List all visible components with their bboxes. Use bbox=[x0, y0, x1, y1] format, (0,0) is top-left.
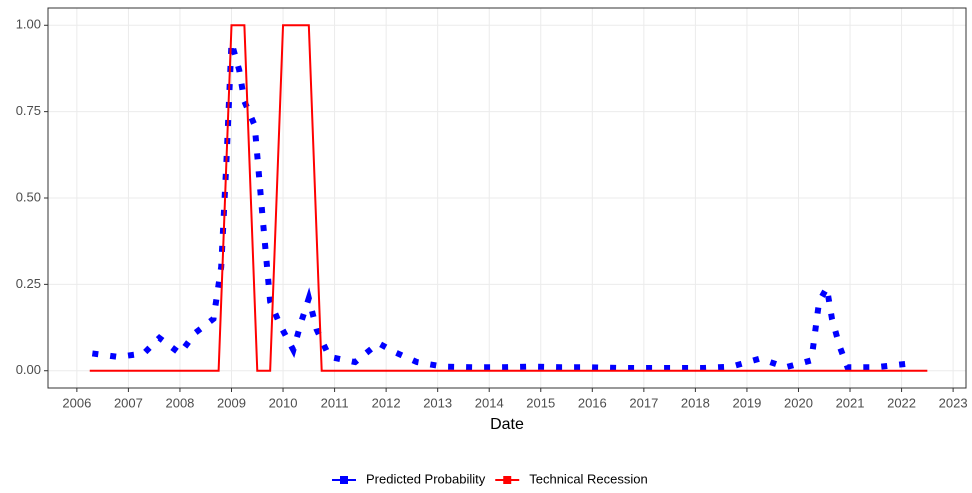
x-tick-label: 2018 bbox=[681, 395, 710, 410]
x-tick-label: 2023 bbox=[939, 395, 968, 410]
y-tick-label: 0.00 bbox=[16, 362, 41, 377]
legend-key-marker bbox=[503, 476, 512, 484]
x-tick-label: 2010 bbox=[269, 395, 298, 410]
y-tick-label: 0.25 bbox=[16, 276, 41, 291]
x-tick-label: 2016 bbox=[578, 395, 607, 410]
x-tick-label: 2021 bbox=[836, 395, 865, 410]
x-tick-label: 2020 bbox=[784, 395, 813, 410]
panel-border bbox=[47, 7, 967, 389]
series-line bbox=[89, 24, 928, 372]
x-tick-label: 2011 bbox=[321, 395, 349, 410]
x-tick-label: 2008 bbox=[165, 395, 194, 410]
x-tick-label: 2022 bbox=[887, 395, 916, 410]
x-tick-label: 2006 bbox=[62, 395, 91, 410]
legend-label: Predicted Probability bbox=[366, 471, 486, 486]
legend-key-marker bbox=[340, 476, 348, 484]
x-axis-label: Date bbox=[490, 416, 524, 433]
legend-label: Technical Recession bbox=[529, 471, 648, 486]
x-tick-label: 2019 bbox=[732, 395, 761, 410]
x-tick-label: 2007 bbox=[114, 395, 143, 410]
x-tick-label: 2017 bbox=[629, 395, 658, 410]
y-tick-label: 0.75 bbox=[16, 103, 41, 118]
x-tick-label: 2009 bbox=[217, 395, 246, 410]
x-tick-label: 2014 bbox=[475, 395, 504, 410]
x-tick-label: 2015 bbox=[526, 395, 555, 410]
y-tick-label: 1.00 bbox=[16, 17, 41, 32]
x-tick-label: 2012 bbox=[372, 395, 401, 410]
x-tick-label: 2013 bbox=[423, 395, 452, 410]
y-tick-label: 0.50 bbox=[16, 189, 41, 204]
